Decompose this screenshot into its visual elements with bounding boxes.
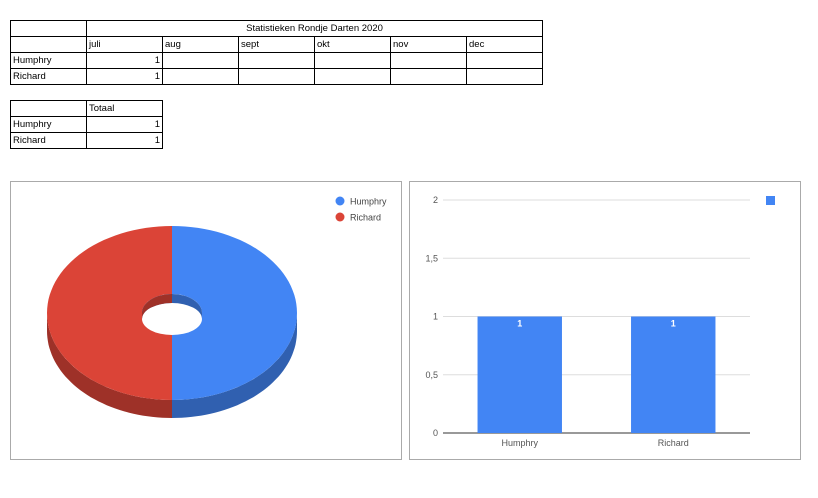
pie-hole-wall — [142, 294, 172, 319]
stats-header-row: juli aug sept okt nov dec — [10, 36, 543, 53]
legend-label: Humphry — [350, 197, 387, 207]
legend-marker — [766, 196, 775, 205]
total-cell[interactable]: 1 — [86, 116, 163, 133]
cell-empty[interactable] — [10, 36, 87, 53]
score-cell[interactable] — [390, 68, 467, 85]
month-header[interactable]: dec — [466, 36, 543, 53]
table-row: Humphry 1 — [10, 52, 543, 69]
pie-chart: Humphry Richard — [47, 196, 387, 418]
y-tick-label: 0 — [433, 428, 438, 438]
table-row: Richard 1 — [10, 68, 543, 85]
bar-chart: 0 0,5 1 1,5 2 1 Humphry 1 Richard — [425, 195, 775, 448]
month-header[interactable]: juli — [86, 36, 163, 53]
total-table: Totaal Humphry 1 Richard 1 — [10, 100, 163, 149]
total-header-row: Totaal — [10, 100, 163, 117]
score-cell[interactable] — [238, 68, 315, 85]
score-cell[interactable] — [162, 68, 239, 85]
score-cell[interactable] — [162, 52, 239, 69]
bar-chart-panel[interactable]: 0 0,5 1 1,5 2 1 Humphry 1 Richard — [409, 181, 801, 460]
month-header[interactable]: okt — [314, 36, 391, 53]
player-name-cell[interactable]: Richard — [10, 132, 87, 149]
y-tick-label: 1 — [433, 312, 438, 322]
cell-empty[interactable] — [10, 20, 87, 37]
score-cell[interactable]: 1 — [86, 52, 163, 69]
score-cell[interactable] — [238, 52, 315, 69]
month-header[interactable]: sept — [238, 36, 315, 53]
score-cell[interactable] — [390, 52, 467, 69]
pie-chart-panel[interactable]: Humphry Richard — [10, 181, 402, 460]
stats-title-row: Statistieken Rondje Darten 2020 — [10, 20, 543, 37]
data-label: 1 — [671, 319, 676, 329]
score-cell[interactable] — [314, 52, 391, 69]
stats-title[interactable]: Statistieken Rondje Darten 2020 — [86, 20, 543, 37]
y-tick-label: 1,5 — [425, 253, 438, 263]
legend-label: Richard — [350, 213, 381, 223]
legend-marker — [335, 212, 345, 222]
y-tick-label: 0,5 — [425, 370, 438, 380]
month-header[interactable]: nov — [390, 36, 467, 53]
month-header[interactable]: aug — [162, 36, 239, 53]
pie-hole — [142, 303, 202, 335]
bar — [631, 316, 716, 433]
player-name-cell[interactable]: Humphry — [10, 52, 87, 69]
data-label: 1 — [517, 319, 522, 329]
cell-empty[interactable] — [10, 100, 87, 117]
total-cell[interactable]: 1 — [86, 132, 163, 149]
x-tick-label: Humphry — [501, 438, 538, 448]
table-row: Humphry 1 — [10, 116, 163, 133]
score-cell[interactable]: 1 — [86, 68, 163, 85]
score-cell[interactable] — [466, 68, 543, 85]
score-cell[interactable] — [466, 52, 543, 69]
pie-slice — [47, 226, 172, 400]
player-name-cell[interactable]: Humphry — [10, 116, 87, 133]
score-cell[interactable] — [314, 68, 391, 85]
y-tick-label: 2 — [433, 195, 438, 205]
table-row: Richard 1 — [10, 132, 163, 149]
x-tick-label: Richard — [658, 438, 689, 448]
pie-slice-side — [47, 313, 172, 418]
bar — [477, 316, 562, 433]
legend-marker — [335, 196, 345, 206]
total-header[interactable]: Totaal — [86, 100, 163, 117]
stats-table: Statistieken Rondje Darten 2020 juli aug… — [10, 20, 543, 85]
pie-slice — [172, 226, 297, 400]
pie-slice-side — [172, 313, 297, 418]
player-name-cell[interactable]: Richard — [10, 68, 87, 85]
